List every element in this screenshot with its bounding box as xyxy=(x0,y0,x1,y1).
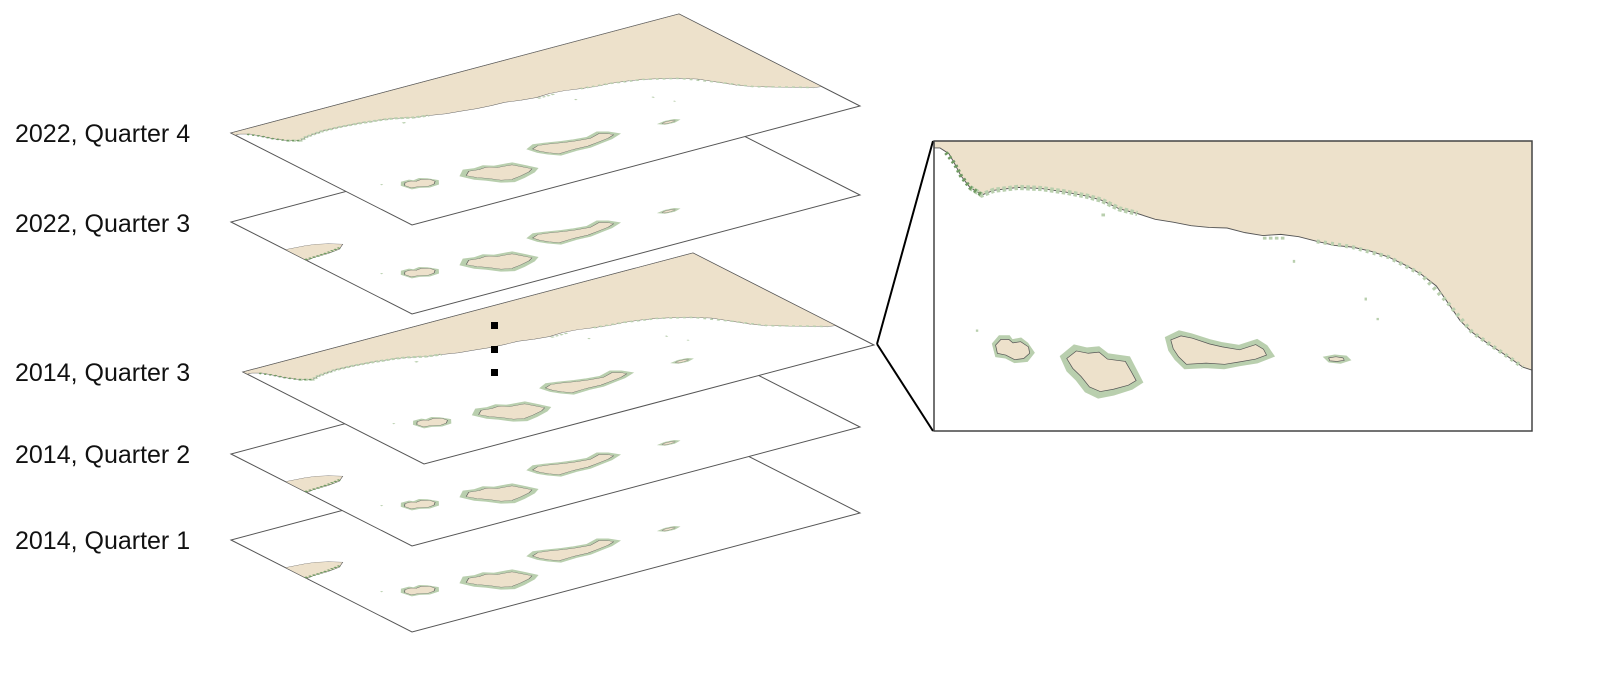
map-layer-2022-q4 xyxy=(231,14,862,226)
zoom-connector-bottom xyxy=(876,343,934,432)
zoom-connector-top xyxy=(876,140,934,345)
layer-label-2014-q3: 2014, Quarter 3 xyxy=(15,359,191,387)
map-layer-2014-q3 xyxy=(243,253,876,465)
layer-label-2014-q2: 2014, Quarter 2 xyxy=(15,441,191,469)
zoomed-inset-map xyxy=(933,140,1533,432)
layer-label-2014-q1: 2014, Quarter 1 xyxy=(15,527,191,555)
layer-label-2022-q3: 2022, Quarter 3 xyxy=(15,210,191,238)
layer-label-2022-q4: 2022, Quarter 4 xyxy=(15,120,191,148)
vertical-ellipsis-icon xyxy=(491,322,498,376)
